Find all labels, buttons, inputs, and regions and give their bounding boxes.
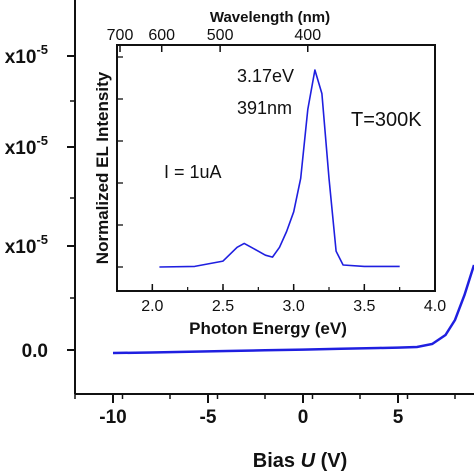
main-plot: [112, 264, 474, 355]
main-x-tick-label: -10: [99, 407, 126, 428]
annotation-peak-wavelength: 391nm: [237, 98, 292, 118]
main-series-line: [112, 264, 474, 355]
main-y-tick-label: x10-5: [5, 232, 48, 258]
inset-xlabel: Photon Energy (eV): [189, 319, 347, 338]
inset-top-tick-label: 600: [148, 27, 175, 44]
main-ticks: -10 -5 0 5 0.0 x10-5 x10-5 x10-5: [5, 42, 456, 428]
main-x-tick-label: 5: [393, 407, 404, 428]
main-y-tick-label: x10-5: [5, 133, 48, 159]
main-x-tick-label: 0: [298, 407, 309, 428]
inset-top-tick-label: 500: [207, 27, 234, 44]
inset-top-axis-label: Wavelength (nm): [210, 9, 330, 26]
inset-series-line: [159, 69, 400, 268]
inset-top-tick-label: 400: [294, 27, 321, 44]
inset-x-tick-label: 3.5: [353, 298, 375, 315]
inset-x-tick-label: 2.5: [212, 298, 234, 315]
annotation-peak-energy: 3.17eV: [237, 66, 294, 86]
annotation-current: I = 1uA: [164, 162, 222, 182]
inset-plot: [159, 69, 400, 268]
main-x-tick-label: -5: [200, 407, 217, 428]
inset-ticks: 2.0 2.5 3.0 3.5 4.0 700 600 500 400: [107, 27, 447, 315]
main-y-tick-label: x10-5: [5, 42, 48, 68]
inset-x-tick-label: 4.0: [424, 298, 446, 315]
inset-ylabel: Normalized EL Intensity: [93, 71, 112, 264]
inset-frame: [116, 44, 436, 292]
inset-top-tick-label: 700: [107, 27, 134, 44]
inset: 2.0 2.5 3.0 3.5 4.0 700 600 500 400 Wavelength (…: [93, 9, 446, 338]
inset-x-tick-label: 2.0: [141, 298, 163, 315]
annotation-temperature: T=300K: [351, 109, 422, 131]
main-y-tick-label: 0.0: [22, 341, 48, 362]
main-xlabel: Bias U (V): [253, 450, 347, 472]
inset-x-tick-label: 3.0: [283, 298, 305, 315]
